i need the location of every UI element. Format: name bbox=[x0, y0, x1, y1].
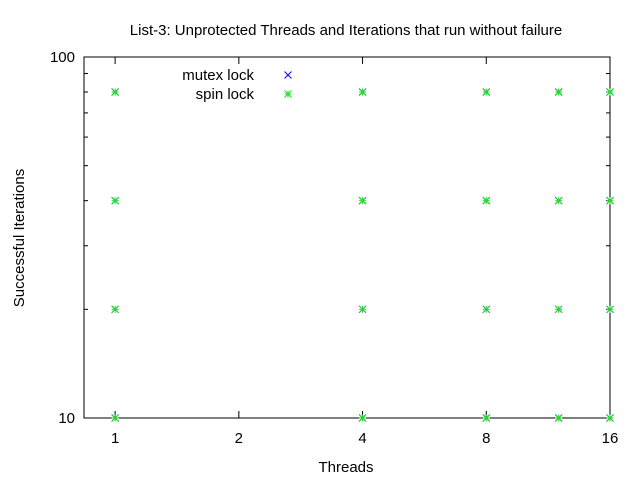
data-point bbox=[606, 196, 614, 205]
data-point bbox=[111, 305, 119, 314]
plot-frame bbox=[83, 56, 611, 419]
series-1 bbox=[111, 88, 614, 422]
legend: mutex lock spin lock bbox=[182, 67, 292, 103]
x-tick-label: 1 bbox=[111, 430, 119, 447]
x-tick-label: 8 bbox=[482, 430, 490, 447]
y-axis-label: Successful Iterations bbox=[11, 169, 28, 307]
data-point bbox=[482, 196, 491, 205]
data-point bbox=[606, 88, 614, 96]
x-tick-label: 2 bbox=[235, 430, 243, 447]
data-point bbox=[358, 196, 367, 205]
x-tick-label: 16 bbox=[602, 430, 619, 447]
legend-marker bbox=[284, 90, 292, 98]
y-tick-label: 10 bbox=[58, 410, 75, 427]
data-point bbox=[111, 88, 119, 96]
data-point bbox=[606, 305, 614, 314]
x-axis-label: Threads bbox=[318, 459, 373, 476]
legend-label: spin lock bbox=[196, 86, 255, 103]
legend-marker bbox=[284, 71, 292, 79]
x-tick-label: 4 bbox=[358, 430, 366, 447]
data-point bbox=[111, 414, 119, 422]
data-point bbox=[482, 305, 491, 314]
data-point bbox=[554, 196, 563, 205]
data-point bbox=[482, 414, 491, 422]
data-point bbox=[111, 196, 119, 205]
data-point bbox=[358, 88, 367, 96]
chart-title: List-3: Unprotected Threads and Iteratio… bbox=[130, 22, 562, 39]
data-point bbox=[358, 305, 367, 314]
axis-ticks: 1 2 4 8 16 10 100 bbox=[50, 49, 618, 447]
data-point bbox=[482, 88, 491, 96]
y-tick-label: 100 bbox=[50, 49, 75, 66]
legend-label: mutex lock bbox=[182, 67, 254, 84]
data-point bbox=[358, 414, 367, 422]
data-points bbox=[111, 88, 614, 422]
series-0 bbox=[111, 88, 614, 422]
data-point bbox=[554, 414, 563, 422]
data-point bbox=[606, 414, 614, 422]
data-point bbox=[554, 305, 563, 314]
data-point bbox=[554, 88, 563, 96]
